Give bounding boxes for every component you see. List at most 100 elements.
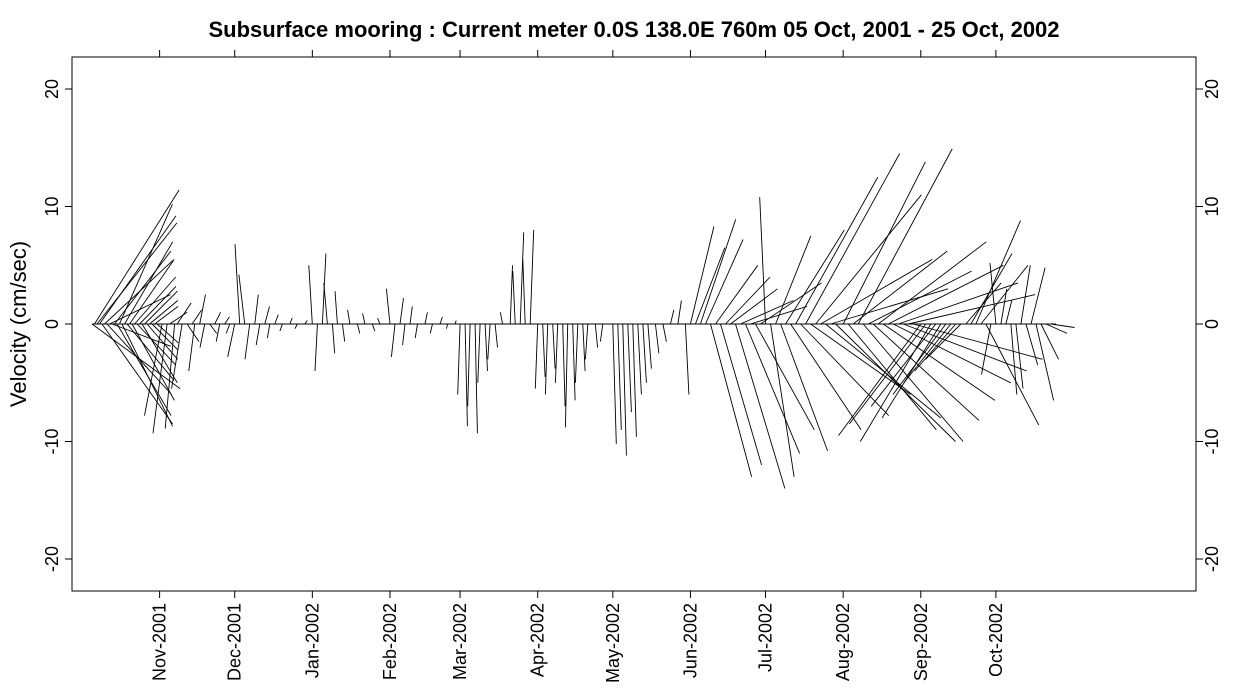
- velocity-stick: [457, 323, 461, 395]
- velocity-stick: [544, 323, 549, 395]
- velocity-stick: [255, 323, 261, 346]
- x-tick-label: Aug-2002: [833, 603, 853, 681]
- velocity-stick: [224, 316, 230, 325]
- velocity-stick: [862, 323, 964, 442]
- x-tick-label: Feb-2002: [380, 603, 400, 680]
- velocity-stick: [131, 323, 175, 401]
- velocity-stick: [409, 306, 413, 325]
- velocity-stick: [101, 323, 173, 425]
- velocity-stick: [347, 309, 351, 325]
- velocity-stick: [759, 197, 766, 325]
- velocity-stick: [572, 323, 576, 401]
- velocity-stick: [694, 247, 726, 325]
- velocity-stick: [612, 323, 617, 444]
- y-tick-label-left: 10: [42, 196, 62, 216]
- velocity-stick: [289, 317, 293, 325]
- velocity-stick: [981, 323, 992, 375]
- y-axis-left: -20 -10 0 10 20: [42, 79, 72, 572]
- velocity-stick: [439, 316, 443, 325]
- y-tick-label-left: -10: [42, 428, 62, 454]
- velocity-stick: [877, 241, 987, 325]
- velocity-stick: [499, 312, 504, 325]
- velocity-stick: [730, 288, 778, 325]
- velocity-sticks: [91, 148, 1075, 489]
- velocity-stick: [847, 323, 937, 431]
- velocity-stick: [191, 309, 202, 325]
- velocity-stick: [124, 241, 174, 325]
- velocity-stick: [371, 323, 376, 332]
- velocity-stick: [599, 323, 604, 342]
- velocity-stick: [274, 314, 279, 325]
- velocity-stick: [186, 323, 200, 342]
- velocity-stick: [1040, 323, 1060, 360]
- velocity-stick: [637, 323, 642, 395]
- velocity-stick: [356, 323, 361, 334]
- velocity-stick: [341, 323, 346, 342]
- velocity-stick: [795, 176, 879, 325]
- velocity-stick: [815, 194, 922, 325]
- velocity-stick: [705, 239, 744, 325]
- velocity-stick: [254, 294, 259, 325]
- velocity-stick: [279, 323, 283, 332]
- velocity-stick: [214, 312, 222, 325]
- velocity-stick: [892, 323, 947, 395]
- velocity-stick: [534, 323, 539, 389]
- velocity-stick: [234, 244, 241, 325]
- velocity-stick: [805, 153, 900, 325]
- y-tick-label-right: 10: [1202, 196, 1222, 216]
- velocity-stick: [542, 323, 546, 377]
- velocity-stick: [647, 323, 652, 369]
- velocity-stick: [487, 323, 491, 360]
- velocity-stick: [225, 323, 231, 334]
- velocity-stick: [887, 264, 1004, 325]
- x-tick-label: Mar-2002: [450, 603, 470, 680]
- velocity-stick: [519, 232, 525, 325]
- velocity-stick: [1010, 323, 1018, 395]
- velocity-stick: [1025, 323, 1039, 366]
- velocity-stick: [710, 323, 753, 477]
- y-tick-label-right: 0: [1202, 319, 1222, 329]
- velocity-stick: [914, 323, 957, 372]
- velocity-stick: [474, 323, 478, 434]
- velocity-stick: [715, 265, 759, 325]
- y-axis-right: -20 -10 0 10 20: [1196, 79, 1222, 572]
- velocity-stick: [111, 323, 171, 347]
- velocity-stick: [264, 306, 270, 325]
- velocity-stick: [552, 323, 556, 369]
- velocity-stick: [1015, 323, 1024, 389]
- velocity-stick: [740, 300, 794, 325]
- velocity-stick: [512, 271, 516, 325]
- y-axis-label: Velocity (cm/sec): [6, 241, 31, 407]
- velocity-stick: [334, 291, 338, 325]
- y-tick-label-right: -20: [1202, 546, 1222, 572]
- velocity-stick: [699, 219, 737, 325]
- x-tick-label: Jan-2002: [302, 603, 322, 678]
- velocity-stick: [760, 282, 822, 325]
- velocity-stick: [529, 229, 535, 325]
- velocity-stick: [331, 323, 336, 354]
- velocity-stick: [775, 235, 812, 325]
- x-axis-bottom: Nov-2001 Dec-2001 Jan-2002 Feb-2002 Mar-2002…: [150, 590, 1006, 683]
- velocity-stick: [136, 323, 177, 366]
- velocity-stick: [294, 323, 298, 329]
- velocity-stick: [642, 323, 647, 383]
- velocity-stick: [266, 323, 271, 339]
- velocity-stick: [464, 323, 468, 427]
- velocity-stick: [735, 323, 786, 489]
- velocity-stick: [790, 323, 862, 431]
- velocity-stick: [975, 220, 1021, 325]
- velocity-stick: [156, 323, 179, 344]
- velocity-stick: [617, 323, 622, 430]
- velocity-stick: [454, 320, 457, 325]
- velocity-stick: [662, 323, 667, 342]
- velocity-stick: [913, 323, 1043, 360]
- velocity-stick: [362, 313, 366, 325]
- y-tick-label-left: 20: [42, 79, 62, 99]
- velocity-stick: [484, 323, 488, 372]
- x-tick-label: Sep-2002: [911, 603, 931, 681]
- velocity-stick: [154, 306, 179, 325]
- velocity-stick: [164, 323, 176, 429]
- velocity-stick: [881, 323, 942, 419]
- velocity-stick: [116, 323, 172, 416]
- velocity-stick: [925, 323, 962, 360]
